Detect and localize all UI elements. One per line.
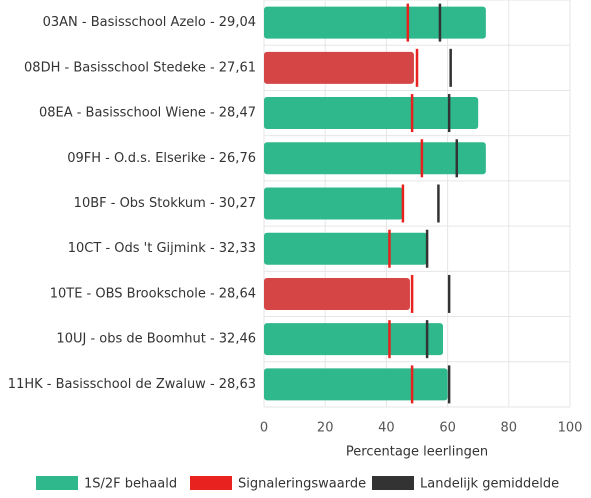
legend-swatch	[190, 476, 232, 490]
bar	[264, 6, 486, 39]
legend-swatch	[36, 476, 78, 490]
x-tick-label: 40	[378, 421, 395, 436]
bar	[264, 277, 410, 310]
bar	[264, 323, 444, 356]
legend-label: 1S/2F behaald	[84, 477, 177, 492]
x-tick-label: 100	[558, 421, 583, 436]
y-tick-label: 10TE - OBS Brookschole - 28,64	[50, 286, 256, 301]
x-tick-label: 80	[501, 421, 518, 436]
bar	[264, 368, 448, 401]
y-tick-label: 11HK - Basisschool de Zwaluw - 28,63	[8, 377, 256, 392]
y-tick-label: 08DH - Basisschool Stedeke - 27,61	[24, 60, 256, 75]
y-tick-label: 08EA - Basisschool Wiene - 28,47	[39, 106, 256, 121]
bar	[264, 187, 403, 220]
y-tick-label: 10CT - Ods 't Gijmink - 32,33	[68, 241, 256, 256]
x-axis-title: Percentage leerlingen	[346, 445, 488, 460]
bar	[264, 51, 414, 84]
x-tick-label: 60	[439, 421, 456, 436]
y-tick-label: 09FH - O.d.s. Elserike - 26,76	[67, 151, 256, 166]
legend-label: Signaleringswaarde	[238, 477, 366, 492]
x-tick-label: 20	[317, 421, 334, 436]
bar	[264, 97, 479, 130]
legend-label: Landelijk gemiddelde	[420, 477, 559, 492]
bar	[264, 142, 486, 175]
y-tick-label: 10UJ - obs de Boomhut - 32,46	[56, 332, 256, 347]
y-tick-label: 03AN - Basisschool Azelo - 29,04	[43, 15, 256, 30]
bar	[264, 232, 428, 265]
y-tick-label: 10BF - Obs Stokkum - 30,27	[74, 196, 256, 211]
x-tick-label: 0	[260, 421, 268, 436]
legend-swatch	[372, 476, 414, 490]
